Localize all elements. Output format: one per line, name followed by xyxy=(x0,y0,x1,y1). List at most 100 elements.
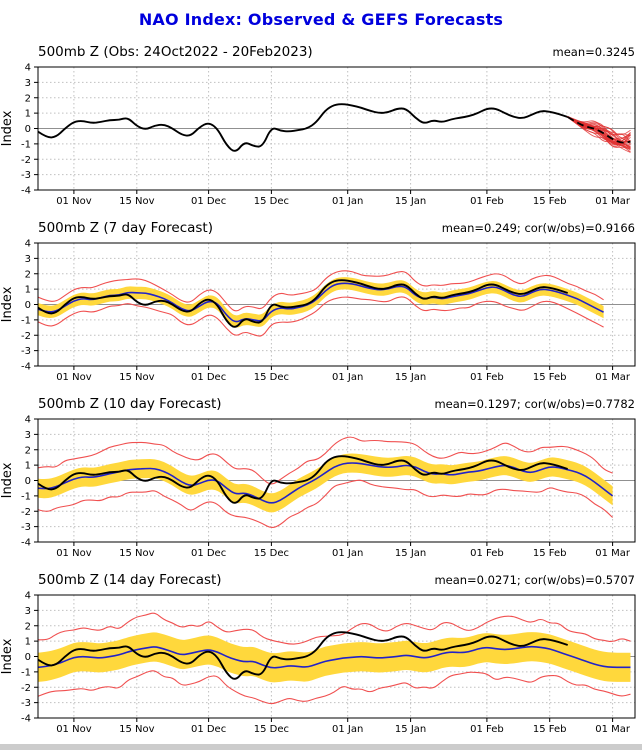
plot-series-group xyxy=(38,612,631,705)
y-axis-labels: -4 -3 -2 -1 0 1 2 3 4 xyxy=(21,415,31,549)
x-tick-label: 01 Dec xyxy=(191,372,226,383)
x-tick-label: 01 Mar xyxy=(595,372,631,383)
panel-stats-mean-cor: mean=0.1297; cor(w/obs)=0.7782 xyxy=(434,397,635,411)
observed-line xyxy=(38,455,569,504)
panel-title: 500mb Z (10 day Forecast) xyxy=(38,396,222,412)
x-tick-label: 01 Nov xyxy=(56,372,92,383)
y-tick-label: 2 xyxy=(25,445,31,456)
observed-line xyxy=(38,279,569,328)
panel-title: 500mb Z (Obs: 24Oct2022 - 20Feb2023) xyxy=(38,44,313,60)
y-tick-label: -2 xyxy=(21,507,31,518)
y-tick-label: -1 xyxy=(21,491,31,502)
x-axis-labels: 01 Nov 15 Nov 01 Dec 15 Dec 01 Jan 15 Jan 01 F… xyxy=(56,724,631,735)
panels-container: 500mb Z (Obs: 24Oct2022 - 20Feb2023) mea… xyxy=(0,44,642,738)
y-tick-label: -4 xyxy=(21,538,31,549)
x-tick-label: 15 Nov xyxy=(119,196,155,207)
y-tick-label: 4 xyxy=(25,63,31,74)
y-axis-title: Index xyxy=(0,110,15,146)
x-axis-labels: 01 Nov 15 Nov 01 Dec 15 Dec 01 Jan 15 Jan 01 F… xyxy=(56,548,631,559)
x-tick-label: 01 Dec xyxy=(191,196,226,207)
y-tick-label: -4 xyxy=(21,186,31,197)
x-tick-label: 01 Jan xyxy=(332,724,363,735)
y-tick-label: 0 xyxy=(25,652,31,663)
envelope-min-line xyxy=(38,296,604,337)
x-axis-labels: 01 Nov 15 Nov 01 Dec 15 Dec 01 Jan 15 Jan 01 F… xyxy=(56,196,631,207)
y-tick-label: 3 xyxy=(25,606,31,617)
y-tick-label: 1 xyxy=(25,109,31,120)
x-tick-label: 01 Nov xyxy=(56,548,92,559)
ensemble-mean-line xyxy=(567,116,631,144)
panel-stats-mean-cor: mean=0.0271; cor(w/obs)=0.5707 xyxy=(434,573,635,587)
x-axis-labels: 01 Nov 15 Nov 01 Dec 15 Dec 01 Jan 15 Jan 01 F… xyxy=(56,372,631,383)
x-tick-label: 01 Feb xyxy=(470,372,504,383)
y-tick-label: 3 xyxy=(25,254,31,265)
x-tick-label: 15 Dec xyxy=(254,548,289,559)
y-tick-label: 1 xyxy=(25,461,31,472)
envelope-min-line xyxy=(38,479,613,528)
x-tick-label: 01 Jan xyxy=(332,196,363,207)
y-tick-label: -2 xyxy=(21,683,31,694)
y-axis-title: Index xyxy=(0,462,15,498)
envelope-min-line xyxy=(38,670,631,705)
axis-ticks xyxy=(34,594,614,722)
y-tick-label: -1 xyxy=(21,667,31,678)
y-tick-label: 3 xyxy=(25,78,31,89)
panel-header: 500mb Z (14 day Forecast) mean=0.0271; c… xyxy=(38,572,635,591)
envelope-max-line xyxy=(38,270,604,312)
y-axis-labels: -4 -3 -2 -1 0 1 2 3 4 xyxy=(21,63,31,197)
x-tick-label: 01 Mar xyxy=(595,724,631,735)
y-axis-title: Index xyxy=(0,638,15,674)
axis-ticks xyxy=(34,66,614,194)
y-tick-label: -3 xyxy=(21,346,31,357)
x-tick-label: 15 Dec xyxy=(254,724,289,735)
y-tick-label: -4 xyxy=(21,714,31,725)
ensemble-member-line xyxy=(567,116,631,148)
y-tick-label: -4 xyxy=(21,362,31,373)
ensemble-member-line xyxy=(567,116,631,145)
y-tick-label: 2 xyxy=(25,93,31,104)
y-axis-labels: -4 -3 -2 -1 0 1 2 3 4 xyxy=(21,239,31,373)
plot-series-group xyxy=(38,436,614,528)
x-tick-label: 15 Feb xyxy=(533,372,567,383)
panel-header: 500mb Z (Obs: 24Oct2022 - 20Feb2023) mea… xyxy=(38,44,635,63)
panel-header: 500mb Z (7 day Forecast) mean=0.249; cor… xyxy=(38,220,635,239)
y-tick-label: 4 xyxy=(25,591,31,602)
x-tick-label: 01 Mar xyxy=(595,548,631,559)
x-tick-label: 01 Jan xyxy=(332,372,363,383)
y-tick-label: -1 xyxy=(21,315,31,326)
envelope-max-line xyxy=(38,612,631,645)
y-tick-label: 0 xyxy=(25,476,31,487)
x-tick-label: 15 Feb xyxy=(533,548,567,559)
panel-10day-forecast: 500mb Z (10 day Forecast) mean=0.1297; c… xyxy=(0,396,642,562)
x-tick-label: 15 Jan xyxy=(395,724,426,735)
forecast-mean-line xyxy=(38,645,631,669)
panel-observed: 500mb Z (Obs: 24Oct2022 - 20Feb2023) mea… xyxy=(0,44,642,210)
y-tick-label: 4 xyxy=(25,415,31,426)
y-tick-label: 0 xyxy=(25,300,31,311)
y-tick-label: 1 xyxy=(25,637,31,648)
y-tick-label: -2 xyxy=(21,155,31,166)
y-tick-label: 2 xyxy=(25,621,31,632)
observed-line xyxy=(38,631,569,680)
x-tick-label: 15 Dec xyxy=(254,372,289,383)
observed-line xyxy=(38,103,569,152)
plot-series-group xyxy=(38,270,604,337)
x-tick-label: 01 Mar xyxy=(595,196,631,207)
envelope-max-line xyxy=(38,436,613,485)
y-tick-label: 3 xyxy=(25,430,31,441)
panel-title: 500mb Z (7 day Forecast) xyxy=(38,220,213,236)
y-axis-title: Index xyxy=(0,286,15,322)
y-axis-labels: -4 -3 -2 -1 0 1 2 3 4 xyxy=(21,591,31,725)
x-tick-label: 15 Feb xyxy=(533,724,567,735)
axis-ticks xyxy=(34,242,614,370)
panel-7day-forecast: 500mb Z (7 day Forecast) mean=0.249; cor… xyxy=(0,220,642,386)
forecast-mean-line xyxy=(38,462,614,504)
y-tick-label: 1 xyxy=(25,285,31,296)
x-tick-label: 15 Dec xyxy=(254,196,289,207)
x-tick-label: 15 Nov xyxy=(119,372,155,383)
x-tick-label: 15 Feb xyxy=(533,196,567,207)
x-tick-label: 15 Jan xyxy=(395,548,426,559)
ensemble-spread-band xyxy=(38,277,604,328)
